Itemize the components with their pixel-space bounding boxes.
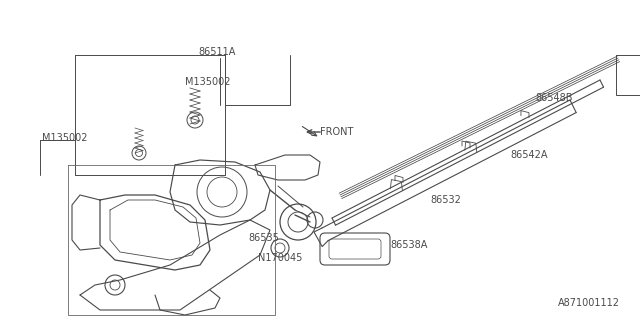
Text: 86535: 86535 (248, 233, 279, 243)
Text: 86542A: 86542A (510, 150, 547, 160)
Text: M135002: M135002 (185, 77, 230, 87)
Text: 86532: 86532 (430, 195, 461, 205)
Text: 86511A: 86511A (198, 47, 236, 57)
Text: N170045: N170045 (258, 253, 302, 263)
Text: A871001112: A871001112 (558, 298, 620, 308)
Text: 86538A: 86538A (390, 240, 428, 250)
Text: M135002: M135002 (42, 133, 88, 143)
Text: 86548B: 86548B (535, 93, 573, 103)
Bar (616, 55, 640, 95)
Text: FRONT: FRONT (320, 127, 353, 137)
